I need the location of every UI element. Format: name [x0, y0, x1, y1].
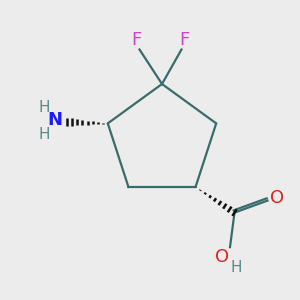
Text: F: F [179, 31, 190, 49]
Text: H: H [231, 260, 242, 275]
Text: F: F [131, 31, 142, 49]
Text: H: H [38, 100, 50, 115]
Text: O: O [270, 189, 284, 207]
Text: O: O [215, 248, 230, 266]
Text: H: H [38, 127, 50, 142]
Text: N: N [47, 111, 62, 129]
